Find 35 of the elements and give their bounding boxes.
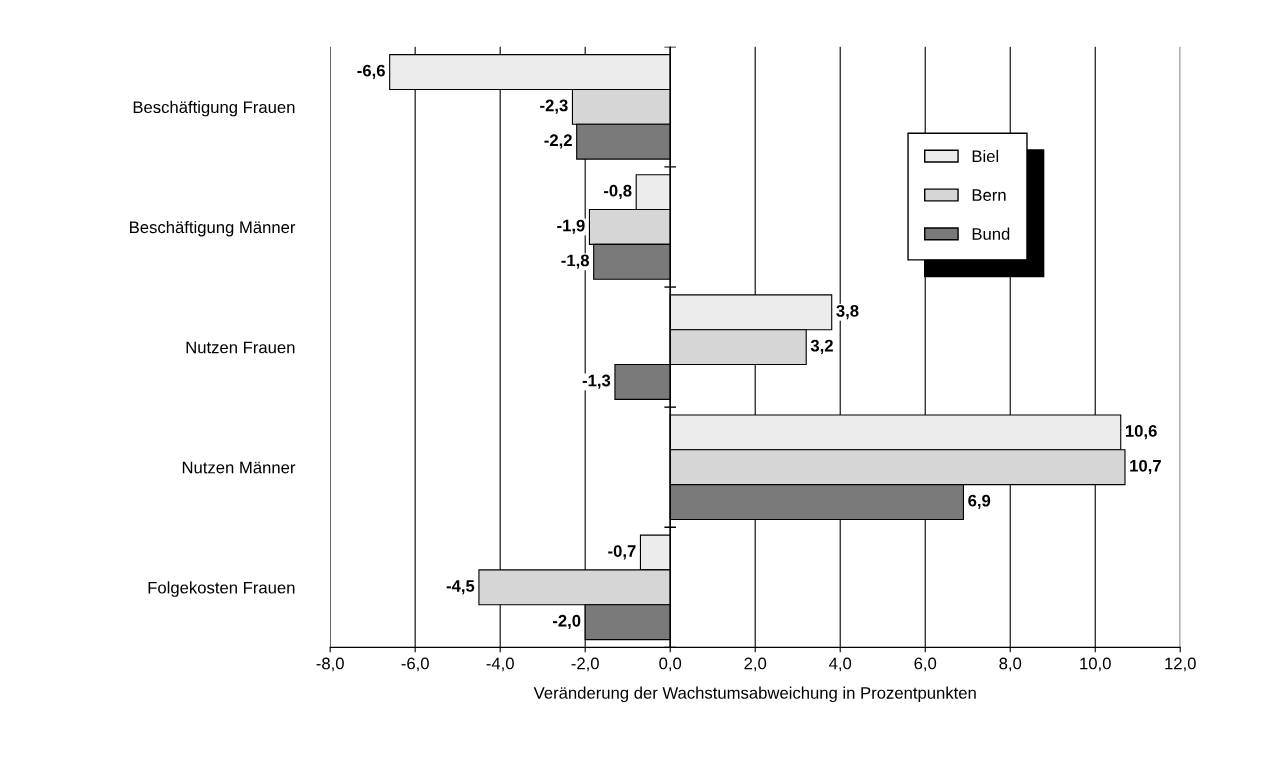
data-label: -6,6 (357, 64, 385, 79)
data-label: -2,0 (552, 614, 581, 630)
x-tick-label: 2,0 (744, 657, 767, 672)
x-tick-label: 12,0 (1165, 657, 1196, 672)
x-tick-label: 4,0 (829, 657, 852, 672)
data-label: -0,7 (608, 545, 636, 560)
data-label: -0,8 (603, 184, 632, 200)
x-tick-label: -8,0 (316, 657, 344, 672)
x-tick-label: -2,0 (571, 657, 599, 672)
y-tick-label: Folgekosten Frauen (148, 581, 295, 597)
data-label: 10,7 (1130, 459, 1161, 475)
legend-label: Biel (972, 149, 999, 163)
y-tick-label: Nutzen Männer (182, 461, 296, 474)
legend-label: Bund (972, 227, 1010, 240)
data-label: -2,3 (540, 99, 568, 114)
x-tick-label: 6,0 (914, 657, 937, 672)
x-axis-title: Veränderung der Wachstumsabweichung in Prozentpunkten (533, 686, 976, 703)
x-tick-label: 10,0 (1080, 657, 1111, 672)
y-tick-label: Nutzen Frauen (186, 341, 295, 354)
data-label: -4,5 (446, 580, 475, 595)
data-label: 6,9 (968, 494, 991, 509)
legend-label: Bern (972, 189, 1006, 201)
y-tick-label: Beschäftigung Frauen (133, 100, 295, 117)
x-tick-label: 0,0 (659, 657, 682, 672)
data-label: 10,6 (1125, 425, 1157, 440)
x-tick-label: -4,0 (486, 657, 514, 672)
data-label: -1,9 (557, 219, 585, 234)
data-label: 3,2 (810, 339, 833, 354)
data-label: -1,3 (582, 374, 611, 389)
x-tick-label: -6,0 (401, 657, 429, 672)
x-tick-label: 8,0 (999, 657, 1022, 672)
data-label: 3,8 (836, 304, 859, 320)
data-label: -2,2 (544, 134, 572, 149)
y-tick-label: Beschäftigung Männer (130, 220, 296, 237)
data-label: -1,8 (561, 254, 590, 269)
